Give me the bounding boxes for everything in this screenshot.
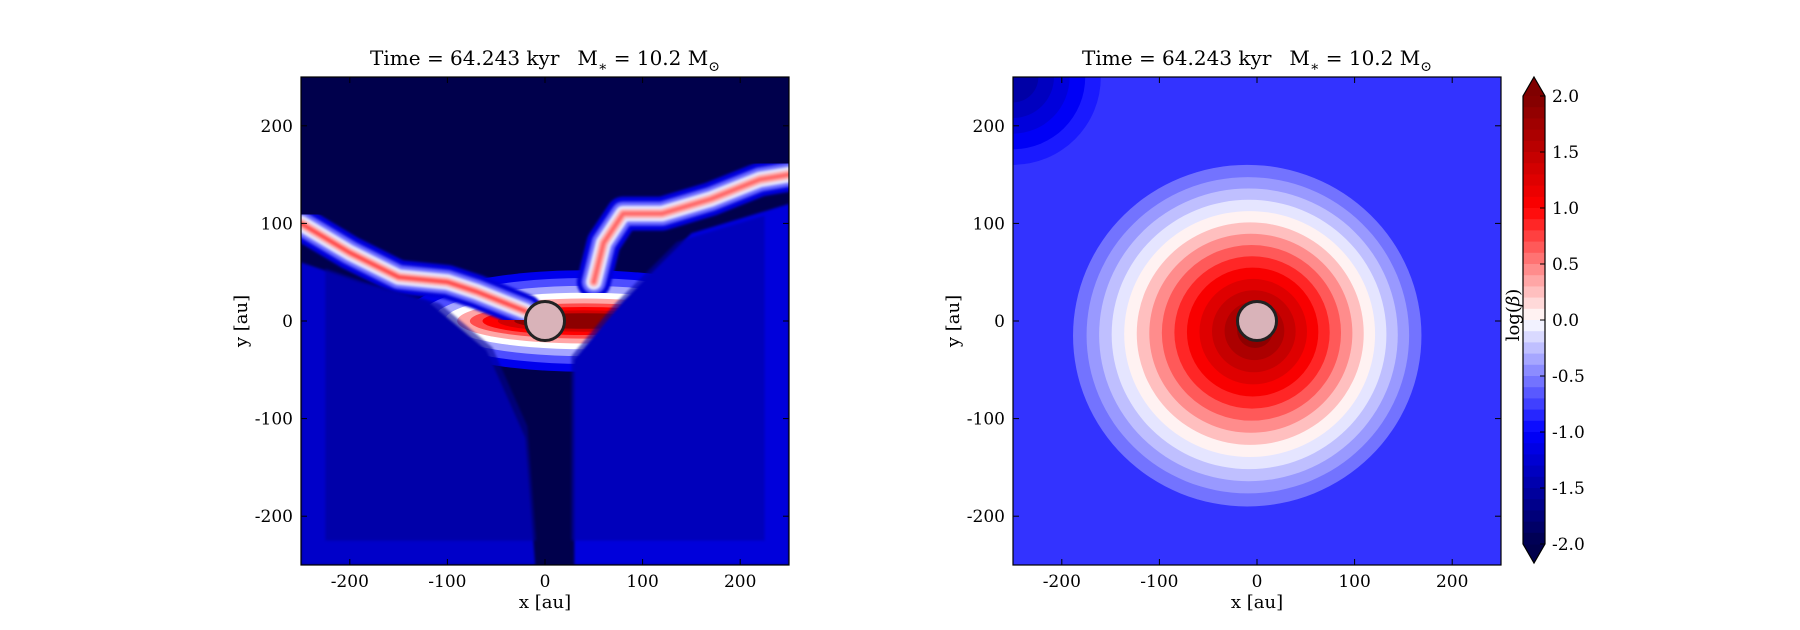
x-tick-label: 200 (1436, 572, 1468, 592)
colorbar-tick-label: 1.0 (1552, 199, 1579, 219)
y-tick-label: 200 (973, 117, 1005, 137)
colorbar-band (1523, 286, 1545, 299)
colorbar-tick-label: 0.5 (1552, 255, 1579, 275)
colorbar-band (1523, 342, 1545, 355)
x-tick-label: -200 (331, 572, 369, 592)
y-tick-label: 100 (973, 214, 1005, 234)
colorbar-band (1523, 510, 1545, 523)
x-tick-label: -100 (428, 572, 466, 592)
colorbar-band (1523, 208, 1545, 220)
right-x-axis-label: x [au] (1231, 592, 1283, 613)
colorbar-band (1523, 230, 1545, 243)
right-y-axis-label: y [au] (943, 295, 964, 348)
y-tick-label: 0 (994, 312, 1005, 332)
colorbar-band (1523, 163, 1545, 175)
colorbar-band (1523, 252, 1545, 265)
y-tick-label: 0 (282, 312, 293, 332)
colorbar-band (1523, 499, 1545, 511)
colorbar-band (1523, 275, 1545, 287)
colorbar-band (1523, 465, 1545, 478)
colorbar-tick-label: 0.0 (1552, 311, 1579, 331)
colorbar-band (1523, 264, 1545, 276)
colorbar-band (1523, 432, 1545, 444)
colorbar-tick-label: -1.5 (1552, 479, 1585, 499)
left-sink-particle-marker (523, 299, 567, 343)
colorbar-tick-label: 2.0 (1552, 87, 1579, 107)
colorbar: 2.0 1.5 1.0 0.5 0.0 -0.5 -1.0 -1.5 -2.0 log(β) (1503, 75, 1585, 565)
colorbar-band (1523, 118, 1545, 131)
colorbar-band (1523, 174, 1545, 187)
colorbar-tick-label: -0.5 (1552, 367, 1585, 387)
colorbar-extend-bottom (1523, 544, 1545, 563)
y-tick-label: -200 (967, 507, 1005, 527)
y-tick-label: 200 (261, 117, 293, 137)
x-tick-label: 100 (626, 572, 658, 592)
x-tick-label: -100 (1140, 572, 1178, 592)
right-panel: Time = 64.243 kyr M∗ = 10.2 M⊙ -200 -100 0 1… (943, 46, 1502, 613)
x-tick-label: -200 (1043, 572, 1081, 592)
right-sink-particle-marker (1235, 299, 1279, 343)
colorbar-band (1523, 308, 1545, 321)
colorbar-label: log(β) (1503, 289, 1524, 342)
left-panel: Time = 64.243 kyr M∗ = 10.2 M⊙ -200 -100 0 1… (231, 46, 790, 613)
colorbar-band (1523, 532, 1545, 545)
left-x-axis-label: x [au] (519, 592, 571, 613)
colorbar-band (1523, 521, 1545, 534)
filament-level (591, 172, 789, 284)
y-tick-label: 100 (261, 214, 293, 234)
colorbar-band (1523, 409, 1545, 422)
colorbar-band (1523, 185, 1545, 198)
colorbar-band (1523, 320, 1545, 332)
left-axis-ticks: -200 -100 0 100 200 -200 -100 0 100 200 (255, 77, 789, 592)
x-tick-label: 100 (1338, 572, 1370, 592)
colorbar-band (1523, 140, 1545, 153)
colorbar-band (1523, 454, 1545, 467)
lobe-region-inner (325, 268, 537, 541)
colorbar-band (1523, 476, 1545, 489)
colorbar-band (1523, 331, 1545, 343)
colorbar-tick-label: 1.5 (1552, 143, 1579, 163)
x-tick-label: 0 (1252, 572, 1263, 592)
colorbar-ticks: 2.0 1.5 1.0 0.5 0.0 -0.5 -1.0 -1.5 -2.0 (1540, 87, 1585, 555)
colorbar-tick-label: -1.0 (1552, 423, 1585, 443)
colorbar-band (1523, 398, 1545, 411)
lobe-region-inner (571, 215, 765, 541)
colorbar-band (1523, 196, 1545, 209)
colorbar-band (1523, 219, 1545, 231)
left-panel-title: Time = 64.243 kyr M∗ = 10.2 M⊙ (370, 46, 720, 75)
x-tick-label: 200 (724, 572, 756, 592)
colorbar-band (1523, 96, 1545, 108)
colorbar-band (1523, 152, 1545, 164)
colorbar-band (1523, 241, 1545, 254)
corner-region-level (1013, 77, 1039, 103)
left-y-axis-label: y [au] (231, 295, 252, 348)
colorbar-band (1523, 420, 1545, 433)
y-tick-label: -100 (255, 410, 293, 430)
colorbar-band (1523, 107, 1545, 119)
colorbar-band (1523, 488, 1545, 500)
y-tick-label: -200 (255, 507, 293, 527)
y-tick-label: -100 (967, 410, 1005, 430)
right-panel-title: Time = 64.243 kyr M∗ = 10.2 M⊙ (1082, 46, 1432, 75)
colorbar-tick-label: -2.0 (1552, 535, 1585, 555)
colorbar-band (1523, 443, 1545, 455)
x-tick-label: 0 (540, 572, 551, 592)
colorbar-band (1523, 129, 1545, 142)
colorbar-band (1523, 364, 1545, 377)
colorbar-band (1523, 387, 1545, 399)
colorbar-band (1523, 376, 1545, 388)
colorbar-band (1523, 353, 1545, 366)
colorbar-band (1523, 297, 1545, 310)
right-axis-ticks: -200 -100 0 100 200 -200 -100 0 100 200 (967, 77, 1501, 592)
filament-level (301, 221, 528, 314)
colorbar-extend-top (1523, 77, 1545, 96)
